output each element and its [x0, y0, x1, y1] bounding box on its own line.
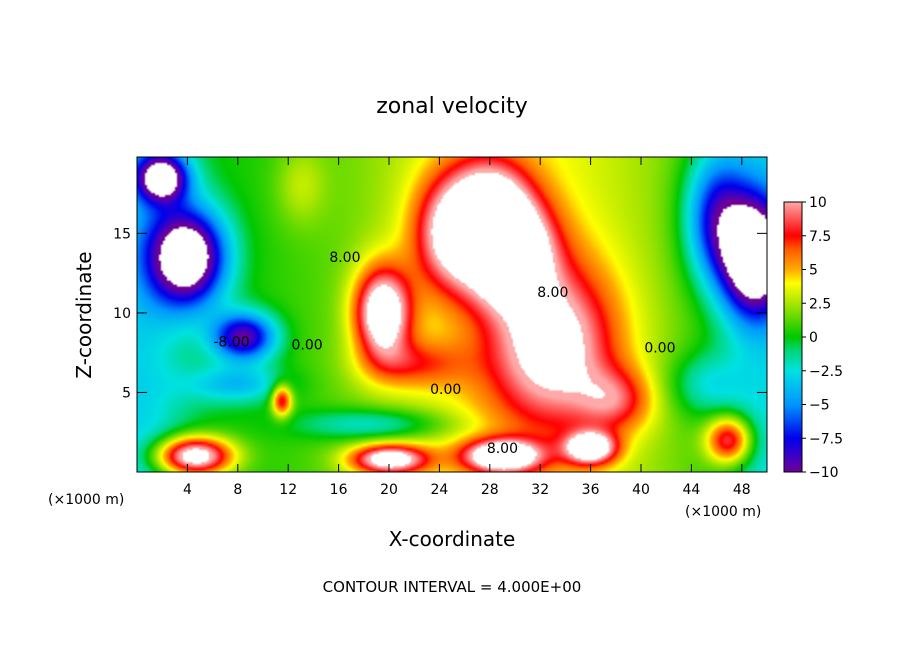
colorbar-gradient	[784, 202, 802, 472]
contour-labels: 8.00 8.00 -8.00 0.00 0.00 0.00 8.00	[213, 250, 675, 457]
colorbar-tick-label: −2.5	[809, 364, 843, 380]
x-tick-label: 8	[233, 482, 242, 498]
colorbar-ticks: 10 7.5 5 2.5 0 −2.5 −5 −7.5 −10	[802, 195, 843, 481]
colorbar-tick-label: 7.5	[809, 229, 831, 245]
colorbar-tick-label: 2.5	[809, 296, 831, 312]
x-tick-label: 48	[733, 482, 751, 498]
y-tick-label: 15	[113, 226, 131, 242]
y-axis: 5 10 15	[113, 226, 767, 401]
x-tick-label: 20	[380, 482, 398, 498]
x-tick-label: 24	[430, 482, 448, 498]
colorbar-tick-label: 0	[809, 330, 818, 346]
x-tick-label: 16	[330, 482, 348, 498]
colorbar-tick-label: 10	[809, 195, 827, 211]
x-tick-label: 4	[183, 482, 192, 498]
x-unit-label-right: (×1000 m)	[685, 504, 761, 520]
contour-interval-footer: CONTOUR INTERVAL = 4.000E+00	[323, 578, 582, 596]
colorbar-tick-label: −5	[809, 398, 830, 414]
y-tick-label: 10	[113, 306, 131, 322]
y-tick-label: 5	[122, 385, 131, 401]
x-axis: 4 8 12 16 20 24 28 32 36 40 44 48	[183, 157, 751, 498]
colorbar-tick-label: −7.5	[809, 431, 843, 447]
x-tick-label: 28	[481, 482, 499, 498]
velocity-field	[137, 157, 767, 472]
x-unit-label-left: (×1000 m)	[48, 492, 124, 508]
x-tick-label: 12	[279, 482, 297, 498]
x-axis-label: X-coordinate	[389, 527, 516, 551]
plot-frame	[136, 156, 768, 473]
contour-label: -8.00	[213, 334, 249, 350]
x-tick-label: 36	[582, 482, 600, 498]
colorbar: 10 7.5 5 2.5 0 −2.5 −5 −7.5 −10	[783, 195, 843, 481]
contour-label: 8.00	[329, 250, 360, 266]
x-tick-label: 44	[682, 482, 700, 498]
contour-label: 8.00	[487, 441, 518, 457]
contour-label: 0.00	[644, 341, 675, 357]
contour-label: 8.00	[537, 285, 568, 301]
contour-label: 0.00	[292, 338, 323, 354]
colorbar-tick-label: −10	[809, 465, 839, 481]
contour-label: 0.00	[430, 382, 461, 398]
colorbar-tick-label: 5	[809, 263, 818, 279]
chart-title: zonal velocity	[376, 94, 528, 119]
x-tick-label: 32	[531, 482, 549, 498]
y-axis-label: Z-coordinate	[72, 251, 96, 378]
x-tick-label: 40	[632, 482, 650, 498]
plot-area: 8.00 8.00 -8.00 0.00 0.00 0.00 8.00	[136, 156, 768, 473]
